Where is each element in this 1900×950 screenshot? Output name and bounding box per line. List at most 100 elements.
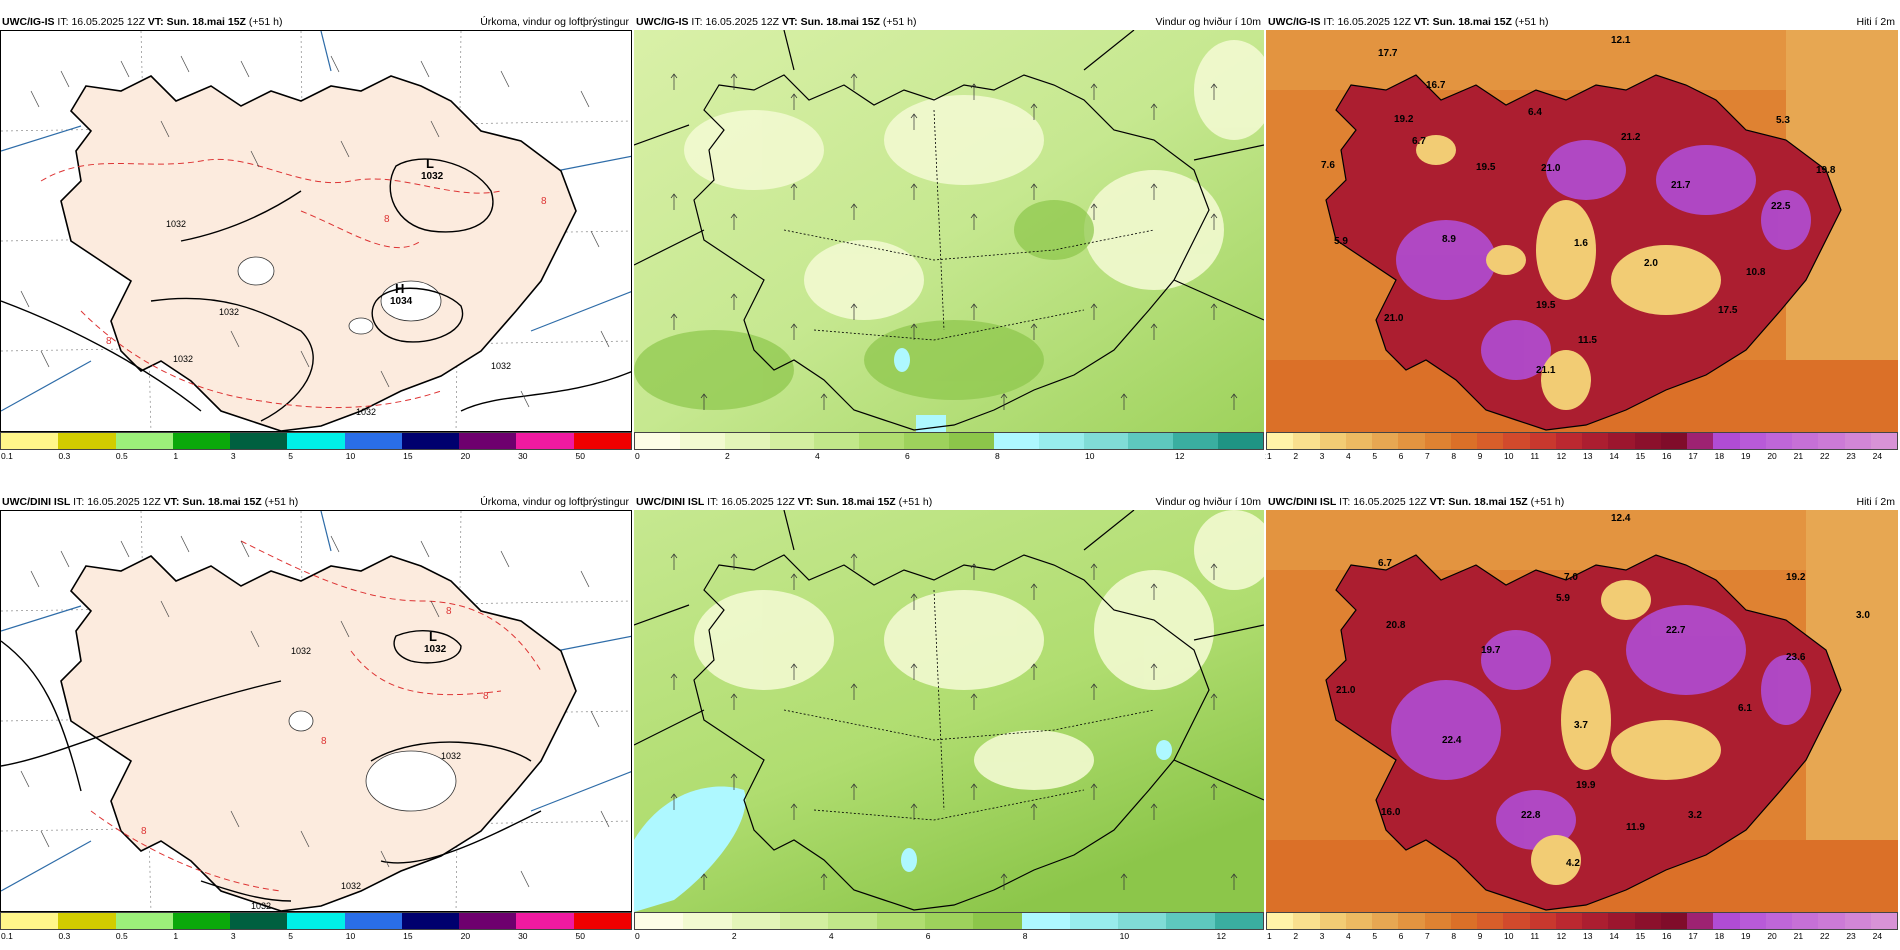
- precip-map: L 1032 1032 1032 1032 1032 8 8 8 8: [0, 510, 632, 912]
- colorbar-tick-label: 19: [1741, 931, 1751, 941]
- colorbar-tick-label: 19: [1741, 451, 1751, 461]
- colorbar-cell: [401, 913, 460, 929]
- colorbar-cell: [1818, 913, 1845, 929]
- colorbar-cell: [1634, 433, 1661, 449]
- colorbar-cell: [344, 913, 402, 929]
- temp-label: 3.2: [1688, 810, 1702, 821]
- panel-header-left: UWC/IG-IS IT: 16.05.2025 12Z VT: Sun. 18…: [636, 16, 917, 28]
- temp-label: 6.7: [1412, 136, 1426, 147]
- colorbar-cell: [1713, 433, 1740, 449]
- colorbar-tick-label: 16: [1662, 451, 1672, 461]
- panel-header-left: UWC/DINI ISL IT: 16.05.2025 12Z VT: Sun.…: [636, 496, 933, 508]
- iceland-outline: [693, 74, 1210, 431]
- isobar-label: 1032: [166, 219, 187, 229]
- colorbar-tick-label: 0.3: [58, 931, 71, 941]
- colorbar-tick-label: 0: [635, 451, 640, 461]
- colorbar-cell: [1166, 913, 1215, 929]
- colorbar-tick-label: 50: [575, 451, 585, 461]
- colorbar-tick-label: 12: [1556, 931, 1567, 941]
- colorbar-cells: [634, 912, 1264, 930]
- colorbar-cell: [573, 433, 631, 449]
- temp-label: 12.1: [1611, 35, 1631, 46]
- colorbar-cells: [0, 912, 632, 930]
- colorbar-cell: [1529, 433, 1556, 449]
- isotherm-label: 8: [483, 691, 489, 702]
- isobar-label: 1032: [251, 901, 272, 911]
- colorbar-ticks: 1 2 3 4 5 6 7 8 9 10 11 12 13 14 15 16 17 18 19 20 21 22 23 24: [1266, 931, 1898, 942]
- temp-label: 19.2: [1786, 572, 1806, 583]
- panel-title: Vindur og hviður í 10m: [1155, 16, 1261, 28]
- colorbar-cell: [1687, 913, 1714, 929]
- colorbar-tick-label: 20: [1767, 931, 1777, 941]
- colorbar-cell: [1083, 433, 1129, 449]
- temp-label: 22.8: [1521, 810, 1541, 821]
- colorbar-cell: [459, 433, 517, 449]
- colorbar-cells: [634, 432, 1264, 450]
- temp-label: 21.7: [1671, 180, 1691, 191]
- colorbar-cell: [904, 433, 950, 449]
- colorbar-cell: [1844, 913, 1871, 929]
- colorbar-tick-label: 1: [1267, 451, 1272, 461]
- colorbar-tick-label: 13: [1583, 451, 1593, 461]
- colorbar-tick-label: 13: [1583, 931, 1593, 941]
- temp-label: 10.8: [1746, 267, 1766, 278]
- colorbar-cell: [1765, 433, 1792, 449]
- panel-header: UWC/IG-IS IT: 16.05.2025 12Z VT: Sun. 18…: [634, 15, 1264, 30]
- wind-colorbar: 02468101214: [634, 432, 1274, 462]
- temp-label: 5.3: [1776, 115, 1790, 126]
- isobar-label: 1032: [356, 407, 377, 417]
- colorbar-cell: [1038, 433, 1084, 449]
- colorbar-cell: [1739, 433, 1766, 449]
- colorbar-ticks: 0 2 4 6 8 10 12: [634, 931, 1264, 942]
- colorbar-cell: [1765, 913, 1792, 929]
- colorbar-tick-label: 10: [1119, 931, 1130, 941]
- temp-label: 1.6: [1574, 238, 1588, 249]
- low-pressure-value: 1032: [424, 644, 447, 655]
- colorbar-cell: [1870, 433, 1897, 449]
- colorbar-tick-label: 2: [731, 931, 737, 941]
- colorbar-cell: [993, 433, 1039, 449]
- colorbar-cell: [1660, 433, 1687, 449]
- panel-header: UWC/DINI ISL IT: 16.05.2025 12Z VT: Sun.…: [0, 495, 632, 510]
- colorbar-cell: [1529, 913, 1556, 929]
- temp-label: 21.0: [1336, 685, 1356, 696]
- colorbar-cell: [1477, 433, 1504, 449]
- temp-label: 16.0: [1381, 807, 1401, 818]
- colorbar-tick-label: 30: [518, 451, 528, 461]
- temp-label: 21.0: [1541, 163, 1561, 174]
- colorbar-tick-label: 5: [1372, 451, 1378, 461]
- isobar-label: 1032: [491, 361, 512, 371]
- colorbar-cell: [1424, 433, 1451, 449]
- colorbar-cell: [769, 433, 815, 449]
- colorbar-cell: [573, 913, 631, 929]
- colorbar-cell: [1713, 913, 1740, 929]
- colorbar-tick-label: 9: [1477, 451, 1483, 461]
- colorbar-cell: [1870, 913, 1897, 929]
- colorbar-tick-label: 0.5: [115, 931, 128, 941]
- colorbar-cell: [1582, 913, 1609, 929]
- precip-colorbar: 0.1 0.3 0.5 1 3 5 10 15 20 30 50: [0, 432, 632, 462]
- colorbar-cell: [1319, 913, 1346, 929]
- high-pressure-label: H: [395, 281, 405, 296]
- colorbar-tick-label: 1: [1267, 931, 1272, 941]
- colorbar-cell: [401, 433, 460, 449]
- colorbar-tick-label: 0.1: [1, 451, 13, 461]
- panel-header: UWC/IG-IS IT: 16.05.2025 12Z VT: Sun. 18…: [1266, 15, 1898, 30]
- colorbar-tick-label: 4: [1346, 451, 1351, 461]
- colorbar-cell: [859, 433, 905, 449]
- temp-label: 22.7: [1666, 625, 1686, 636]
- colorbar-cell: [1450, 913, 1477, 929]
- colorbar-tick-label: 24: [1872, 931, 1883, 941]
- colorbar-tick-label: 21: [1793, 931, 1804, 941]
- colorbar-cell: [635, 433, 680, 449]
- colorbar-tick-label: 0.3: [58, 451, 71, 461]
- colorbar-ticks: 0.1 0.3 0.5 1 3 5 10 15 20 30 50: [0, 931, 632, 942]
- colorbar-tick-label: 20: [1767, 451, 1777, 461]
- colorbar-cell: [1424, 913, 1451, 929]
- colorbar-tick-label: 6: [1398, 451, 1404, 461]
- colorbar-tick-label: 6: [925, 931, 931, 941]
- temp-label: 22.5: [1771, 201, 1791, 212]
- colorbar-tick-label: 22: [1820, 931, 1830, 941]
- temp-label: 7.6: [1321, 160, 1335, 171]
- panel-header-left: UWC/IG-IS IT: 16.05.2025 12Z VT: Sun. 18…: [1268, 16, 1549, 28]
